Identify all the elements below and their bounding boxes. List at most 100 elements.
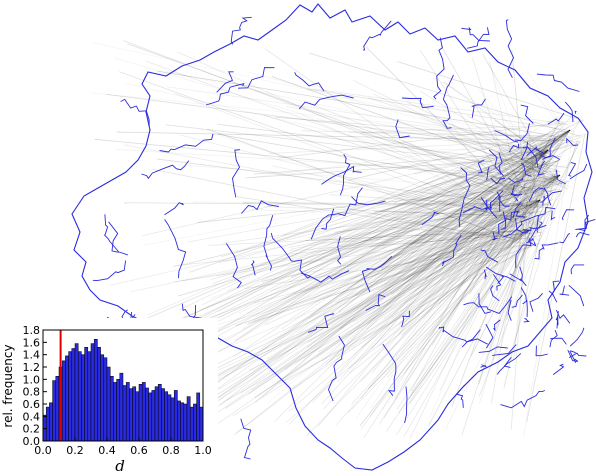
histogram-bar xyxy=(87,351,92,442)
flow-line xyxy=(253,229,531,304)
y-tick-label: 0.2 xyxy=(23,423,41,436)
histogram-bar xyxy=(167,394,172,442)
histogram-bar xyxy=(125,382,130,442)
region-border xyxy=(463,296,513,314)
flow-line xyxy=(438,218,534,305)
histogram-bar xyxy=(100,354,105,442)
flow-line xyxy=(262,229,531,282)
flow-line xyxy=(384,149,549,285)
flow-line xyxy=(278,174,561,385)
flow-line xyxy=(369,160,535,410)
flow-line xyxy=(492,177,547,361)
histogram-bar xyxy=(97,347,101,442)
flow-line xyxy=(452,209,538,214)
flow-line xyxy=(334,205,547,233)
region-border xyxy=(492,344,517,356)
region-border xyxy=(559,233,571,244)
flow-line xyxy=(264,206,528,217)
flow-line xyxy=(351,174,561,405)
histogram-inset: 0.0 0.2 0.4 0.6 0.8 1.0 0.00.20.40.60.81.01.2… xyxy=(0,318,218,476)
region-border xyxy=(493,319,501,332)
histogram-bar xyxy=(113,382,117,442)
flow-line xyxy=(526,133,586,422)
flow-line xyxy=(312,149,549,403)
histogram-bar xyxy=(84,347,89,442)
region-border xyxy=(536,73,580,92)
flow-line xyxy=(204,174,561,422)
flow-line xyxy=(291,199,541,305)
flow-line xyxy=(242,129,571,330)
region-border xyxy=(529,292,543,312)
flow-line xyxy=(290,160,559,278)
flow-line xyxy=(282,130,556,236)
flow-line xyxy=(443,81,547,158)
histogram-bar xyxy=(116,379,121,442)
histogram-bar xyxy=(106,366,111,442)
flow-line xyxy=(197,149,549,326)
flow-line xyxy=(303,149,549,360)
y-tick-label: 1.0 xyxy=(23,373,41,386)
region-border xyxy=(401,97,434,109)
flow-line xyxy=(124,202,544,207)
flow-line xyxy=(449,136,568,190)
region-border xyxy=(270,232,312,279)
region-border xyxy=(401,310,410,328)
region-border xyxy=(230,16,252,45)
flow-line xyxy=(264,199,541,326)
flow-line xyxy=(317,149,549,427)
flow-line xyxy=(346,129,571,343)
region-border xyxy=(555,309,571,324)
region-border xyxy=(382,343,397,396)
region-border xyxy=(120,98,150,127)
flow-line xyxy=(253,150,545,175)
flow-line xyxy=(420,50,534,228)
flow-line xyxy=(307,88,573,132)
region-border xyxy=(555,169,566,185)
flow-line xyxy=(329,129,571,363)
flow-line xyxy=(494,162,554,241)
region-border xyxy=(478,346,508,353)
histogram-bar xyxy=(157,384,162,442)
flow-line xyxy=(143,165,553,246)
flow-line xyxy=(177,180,570,297)
region-border xyxy=(494,130,519,143)
flow-line xyxy=(475,86,546,167)
flow-line xyxy=(335,199,541,426)
flow-line xyxy=(478,143,578,397)
region-border xyxy=(421,211,439,226)
x-tick-label: 0.6 xyxy=(130,444,148,457)
region-border xyxy=(515,218,528,234)
flow-line xyxy=(318,229,531,353)
region-border xyxy=(511,193,523,197)
region-border xyxy=(523,318,530,323)
flow-line xyxy=(442,108,516,231)
region-border xyxy=(520,287,527,305)
histogram-bar xyxy=(55,376,60,442)
flow-line xyxy=(167,86,556,143)
histogram-bar xyxy=(161,388,165,442)
flow-line xyxy=(488,210,540,224)
flow-line xyxy=(401,210,550,336)
region-border xyxy=(568,284,585,307)
flow-line xyxy=(378,129,571,426)
flow-line xyxy=(405,129,571,281)
flow-line xyxy=(374,199,541,279)
flow-line xyxy=(152,168,529,245)
flow-line xyxy=(171,149,549,434)
flow-line xyxy=(420,90,556,176)
region-border xyxy=(535,345,548,357)
flow-line xyxy=(289,199,541,250)
region-border xyxy=(490,177,506,185)
region-border xyxy=(541,242,559,250)
region-border xyxy=(483,269,487,280)
flow-line xyxy=(440,44,531,203)
x-tick-label: 0.2 xyxy=(66,444,84,457)
flow-line xyxy=(174,229,531,266)
flow-line xyxy=(286,106,544,156)
flow-line xyxy=(245,155,562,179)
region-border xyxy=(321,165,362,185)
region-border xyxy=(520,162,532,177)
flow-line xyxy=(511,50,526,194)
region-border xyxy=(404,386,408,424)
